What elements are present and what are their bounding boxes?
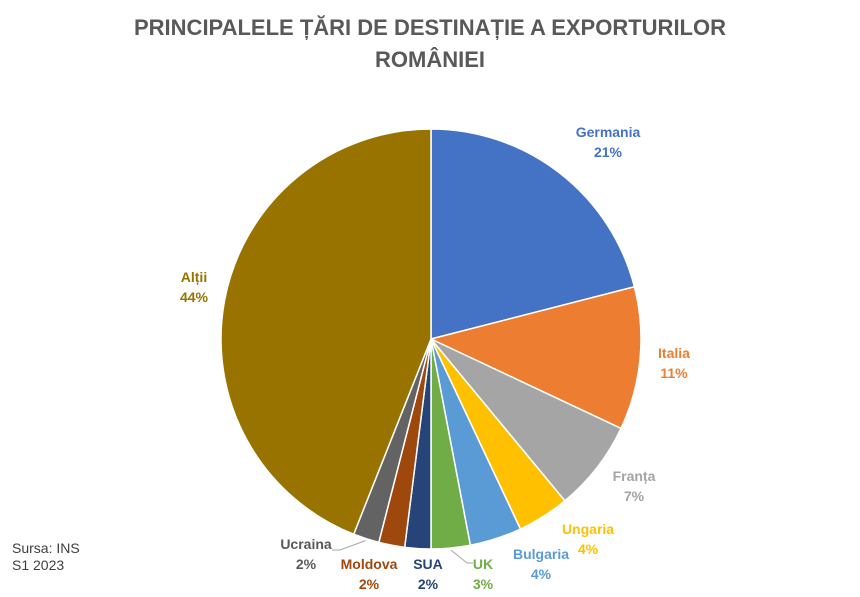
slice-label-uk: UK xyxy=(473,556,493,572)
source-note: Sursa: INS S1 2023 xyxy=(12,540,80,574)
slice-label-italia: Italia xyxy=(658,345,690,361)
slice-label-ucraina: Ucraina xyxy=(280,536,332,552)
chart-title: PRINCIPALELE ȚĂRI DE DESTINAȚIE A EXPORT… xyxy=(0,12,860,76)
slice-value-ucraina: 2% xyxy=(296,556,317,572)
pie-slice-germania xyxy=(430,128,636,340)
slice-label-ungaria: Ungaria xyxy=(562,521,614,537)
slice-label-moldova: Moldova xyxy=(341,556,398,572)
slice-value-uk: 3% xyxy=(473,576,494,592)
slice-value-franța: 7% xyxy=(624,488,645,504)
slice-label-franța: Franța xyxy=(613,468,656,484)
chart-title-line-1: PRINCIPALELE ȚĂRI DE DESTINAȚIE A EXPORT… xyxy=(134,15,726,40)
slice-value-bulgaria: 4% xyxy=(531,566,552,582)
period-line: S1 2023 xyxy=(12,557,65,573)
slice-value-sua: 2% xyxy=(418,576,439,592)
source-line: Sursa: INS xyxy=(12,540,80,556)
leader-line-ucraina xyxy=(332,540,366,551)
pie-slice-italia xyxy=(428,285,642,430)
slice-value-moldova: 2% xyxy=(359,576,380,592)
slice-label-alții: Alții xyxy=(181,269,207,285)
chart-title-line-2: ROMÂNIEI xyxy=(375,47,485,72)
slice-value-italia: 11% xyxy=(660,365,688,381)
slice-value-ungaria: 4% xyxy=(578,541,599,557)
pie-slice-alții xyxy=(220,128,432,536)
slice-value-germania: 21% xyxy=(594,144,623,160)
leader-line-uk xyxy=(450,549,473,564)
slice-label-germania: Germania xyxy=(576,124,641,140)
slice-label-bulgaria: Bulgaria xyxy=(513,546,569,562)
slice-value-alții: 44% xyxy=(180,289,209,305)
slice-label-sua: SUA xyxy=(413,556,443,572)
